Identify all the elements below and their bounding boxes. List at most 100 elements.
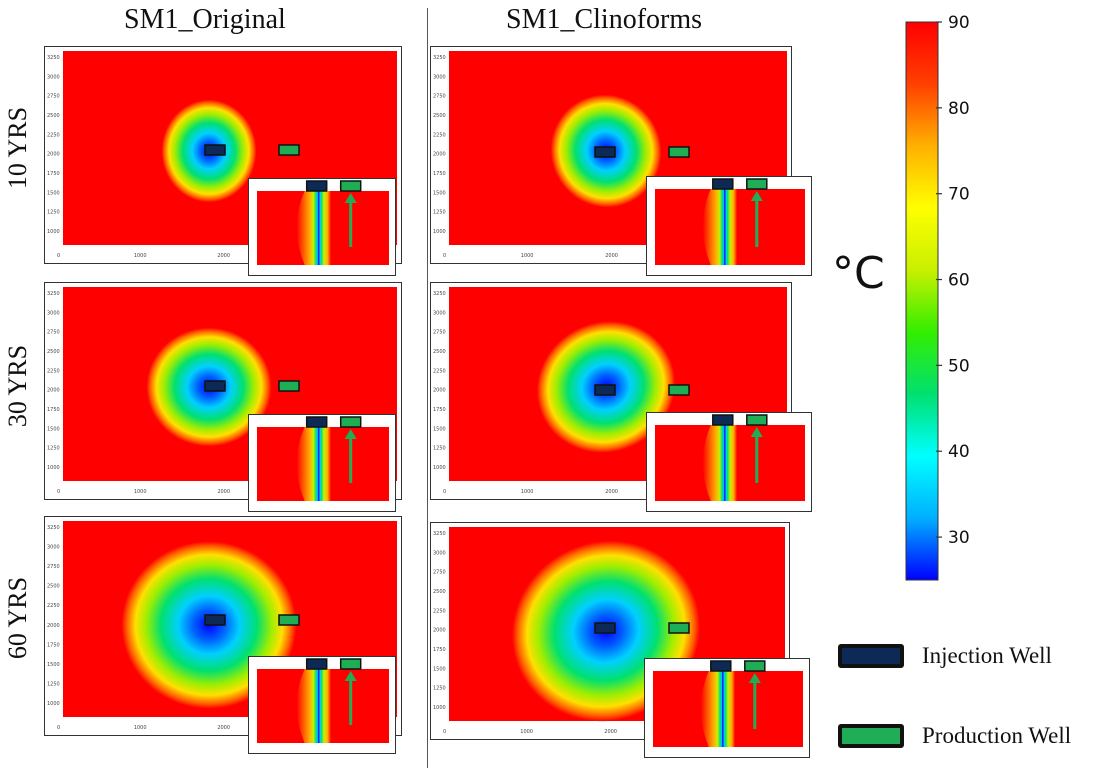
inset-injection-well: [305, 180, 328, 192]
inset-cold-zone: [296, 191, 341, 265]
map-y-tick-label: 3000: [47, 545, 60, 551]
production-well-marker: [668, 384, 690, 396]
map-x-tick-label: 2000: [217, 725, 230, 731]
map-x-tick-label: 2000: [605, 253, 618, 259]
map-y-tick-label: 1750: [433, 407, 446, 413]
production-well-marker: [278, 614, 300, 626]
legend-injection-well: Injection Well: [838, 640, 1052, 672]
colorbar-tick-label: 90: [948, 13, 970, 33]
map-y-tick-label: 2500: [433, 113, 446, 119]
production-well-marker: [668, 622, 690, 634]
map-y-tick-label: 3000: [433, 550, 446, 556]
map-y-tick-label: 1250: [433, 446, 446, 452]
inset-production-well: [744, 660, 766, 672]
map-y-tick-label: 1750: [47, 171, 60, 177]
inset-cold-zone: [296, 669, 341, 743]
production-well-swatch: [838, 724, 904, 748]
map-y-tick-label: 2500: [47, 113, 60, 119]
inset-production-well: [746, 414, 768, 426]
inset-injection-well: [712, 178, 734, 190]
map-y-tick-label: 2000: [47, 623, 60, 629]
production-well-label: Production Well: [922, 723, 1072, 748]
cross-section-inset: [644, 658, 810, 758]
injection-well-marker: [594, 384, 616, 396]
injection-well-marker: [204, 144, 226, 156]
inset-injection-well: [710, 660, 732, 672]
map-y-tick-label: 1500: [47, 190, 60, 196]
map-y-tick-label: 1250: [47, 446, 60, 452]
map-y-tick-label: 2000: [433, 388, 446, 394]
injection-well-marker: [594, 622, 616, 634]
inset-production-well: [339, 416, 362, 428]
temperature-unit-label: °C: [832, 248, 885, 299]
map-y-tick-label: 3000: [433, 74, 446, 80]
map-y-tick-label: 2000: [47, 388, 60, 394]
inset-injection-well: [305, 416, 328, 428]
map-y-tick-label: 3250: [433, 55, 446, 61]
map-y-tick-label: 1500: [47, 426, 60, 432]
temperature-map-original-10yrs: 3250 3000 2750 2500 2250 2000 1750 1500 1250 1000…: [44, 46, 402, 264]
inset-cold-zone: [700, 671, 745, 747]
map-y-tick-label: 2250: [47, 132, 60, 138]
legend-production-well: Production Well: [838, 720, 1071, 752]
map-x-tick-label: 0: [57, 489, 60, 495]
map-y-tick-label: 3250: [47, 291, 60, 297]
map-y-tick-label: 3000: [433, 310, 446, 316]
cross-section-inset: [646, 412, 812, 512]
map-y-tick-label: 2750: [433, 570, 446, 576]
map-y-tick-label: 1250: [433, 686, 446, 692]
map-y-tick-label: 1500: [433, 666, 446, 672]
inset-injection-well: [712, 414, 734, 426]
map-y-tick-label: 1500: [47, 662, 60, 668]
inset-cold-zone: [296, 427, 341, 501]
map-y-tick-label: 1250: [47, 210, 60, 216]
production-well-marker: [278, 144, 300, 156]
map-y-tick-label: 2250: [433, 608, 446, 614]
map-x-tick-label: 0: [443, 489, 446, 495]
map-y-tick-label: 1750: [433, 647, 446, 653]
map-y-tick-label: 2500: [47, 349, 60, 355]
injection-well-swatch: [838, 644, 904, 668]
row-label-10yrs: 10 YRS: [3, 106, 32, 190]
map-y-tick-label: 2750: [47, 564, 60, 570]
colorbar-tick-label: 70: [948, 185, 970, 205]
temperature-map-clinoforms-10yrs: 3250 3000 2750 2500 2250 2000 1750 1500 1250 1000…: [430, 46, 792, 264]
cross-section-inset: [248, 656, 396, 754]
inset-production-well: [339, 658, 362, 670]
map-x-tick-label: 1000: [134, 489, 147, 495]
map-x-tick-label: 2000: [604, 729, 617, 735]
map-x-tick-label: 0: [443, 253, 446, 259]
injection-well-marker: [594, 146, 616, 158]
map-x-tick-label: 2000: [217, 489, 230, 495]
column-title-original: SM1_Original: [124, 4, 286, 35]
map-x-tick-label: 1000: [520, 729, 533, 735]
map-y-tick-label: 1000: [433, 705, 446, 711]
colorbar-tick-label: 50: [948, 356, 970, 376]
map-x-tick-label: 1000: [521, 489, 534, 495]
map-y-tick-label: 1750: [47, 407, 60, 413]
map-y-tick-label: 2750: [433, 330, 446, 336]
map-y-tick-label: 1750: [47, 642, 60, 648]
inset-injection-well: [305, 658, 328, 670]
map-y-tick-label: 1250: [47, 681, 60, 687]
injection-well-label: Injection Well: [922, 643, 1052, 668]
map-x-tick-label: 2000: [217, 253, 230, 259]
colorbar-tick-label: 40: [948, 442, 970, 462]
map-y-tick-label: 2500: [433, 349, 446, 355]
map-y-tick-label: 2000: [433, 628, 446, 634]
map-y-tick-label: 2500: [433, 589, 446, 595]
cross-section-inset: [646, 176, 812, 276]
map-y-tick-label: 2250: [433, 368, 446, 374]
map-y-tick-label: 1000: [433, 465, 446, 471]
map-y-tick-label: 1250: [433, 210, 446, 216]
production-well-marker: [668, 146, 690, 158]
colorbar-tick-label: 80: [948, 99, 970, 119]
column-divider: [427, 8, 428, 768]
map-y-tick-label: 2500: [47, 584, 60, 590]
map-x-tick-label: 0: [57, 725, 60, 731]
map-y-tick-label: 2000: [47, 152, 60, 158]
map-y-tick-label: 3250: [47, 525, 60, 531]
production-well-marker: [278, 380, 300, 392]
map-y-tick-label: 2750: [433, 94, 446, 100]
map-x-tick-label: 1000: [134, 725, 147, 731]
